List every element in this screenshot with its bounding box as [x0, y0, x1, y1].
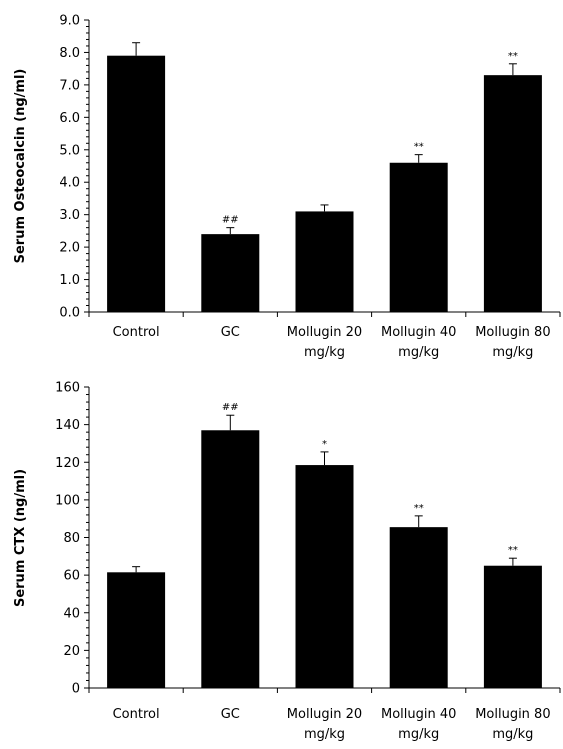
chart-1-category-label: Mollugin 20: [287, 325, 362, 340]
chart-2-bar: [295, 465, 354, 688]
chart-2-y-tick-label: 100: [55, 493, 80, 508]
chart-1-y-tick-label: 7.0: [59, 78, 80, 93]
chart-2-category-label: Mollugin 20: [287, 707, 362, 722]
chart-2-y-tick-label: 40: [63, 606, 80, 621]
chart-2-y-tick-label: 60: [63, 569, 80, 584]
chart-1-category-label: Mollugin 80: [475, 325, 550, 340]
chart-1-significance-label: ##: [222, 215, 239, 226]
chart-1-significance-label: **: [508, 51, 518, 62]
chart-2-significance-label: **: [508, 545, 518, 556]
chart-1-y-tick-label: 0.0: [59, 306, 80, 321]
chart-2-category-label: mg/kg: [304, 727, 345, 742]
chart-2-bar: [201, 430, 260, 688]
chart-2-category-label: mg/kg: [398, 727, 439, 742]
chart-2-bar: [107, 572, 166, 688]
chart-1-bar: [389, 162, 448, 312]
chart-1-category-label: mg/kg: [492, 345, 533, 360]
chart-2-bar: [483, 565, 542, 688]
chart-1-category-label: mg/kg: [398, 345, 439, 360]
chart-1-y-tick-label: 2.0: [59, 241, 80, 256]
chart-1: 0.0 1.0 2.0 3.0 4.0 5.0 6.0 7.0 8.0 9.0 Serum Oste…: [13, 14, 561, 360]
chart-1-category-label: Mollugin 40: [381, 325, 456, 340]
chart-1-bar: [107, 55, 166, 312]
chart-1-y-tick-label: 5.0: [59, 143, 80, 158]
chart-2-significance-label: *: [322, 439, 327, 450]
chart-2-significance-label: **: [414, 503, 424, 514]
chart-1-bar: [295, 211, 354, 312]
chart-2-category-label: GC: [221, 707, 240, 722]
chart-2-y-tick-label: 0: [72, 682, 80, 697]
chart-1-y-tick-label: 4.0: [59, 176, 80, 191]
chart-2-category-label: mg/kg: [492, 727, 533, 742]
chart-2-y-tick-label: 120: [55, 456, 80, 471]
chart-1-bar: [483, 75, 542, 313]
chart-1-y-tick-label: 3.0: [59, 208, 80, 223]
chart-2-category-label: Control: [113, 707, 160, 722]
chart-1-significance-label: **: [414, 142, 424, 153]
chart-1-y-tick-label: 6.0: [59, 111, 80, 126]
chart-2-significance-label: ##: [222, 402, 239, 413]
chart-1-category-label: mg/kg: [304, 345, 345, 360]
chart-2-y-axis-label: Serum CTX (ng/ml): [13, 469, 28, 607]
chart-1-y-tick-label: 1.0: [59, 273, 80, 288]
chart-2: 0 20 40 60 80 100 120 140 160 Serum CTX (ng/ml) Co…: [13, 381, 561, 742]
chart-2-y-tick-label: 140: [55, 418, 80, 433]
chart-2-category-label: Mollugin 80: [475, 707, 550, 722]
chart-1-y-axis-label: Serum Osteocalcin (ng/ml): [13, 69, 28, 264]
chart-1-category-label: Control: [113, 325, 160, 340]
chart-2-category-label: Mollugin 40: [381, 707, 456, 722]
chart-2-y-tick-label: 160: [55, 381, 80, 396]
chart-1-y-tick-label: 9.0: [59, 14, 80, 29]
chart-1-y-tick-label: 8.0: [59, 46, 80, 61]
chart-2-y-tick-label: 80: [63, 531, 80, 546]
chart-2-y-tick-label: 20: [63, 644, 80, 659]
chart-2-bar: [389, 527, 448, 688]
chart-1-category-label: GC: [221, 325, 240, 340]
chart-1-bar: [201, 234, 260, 312]
